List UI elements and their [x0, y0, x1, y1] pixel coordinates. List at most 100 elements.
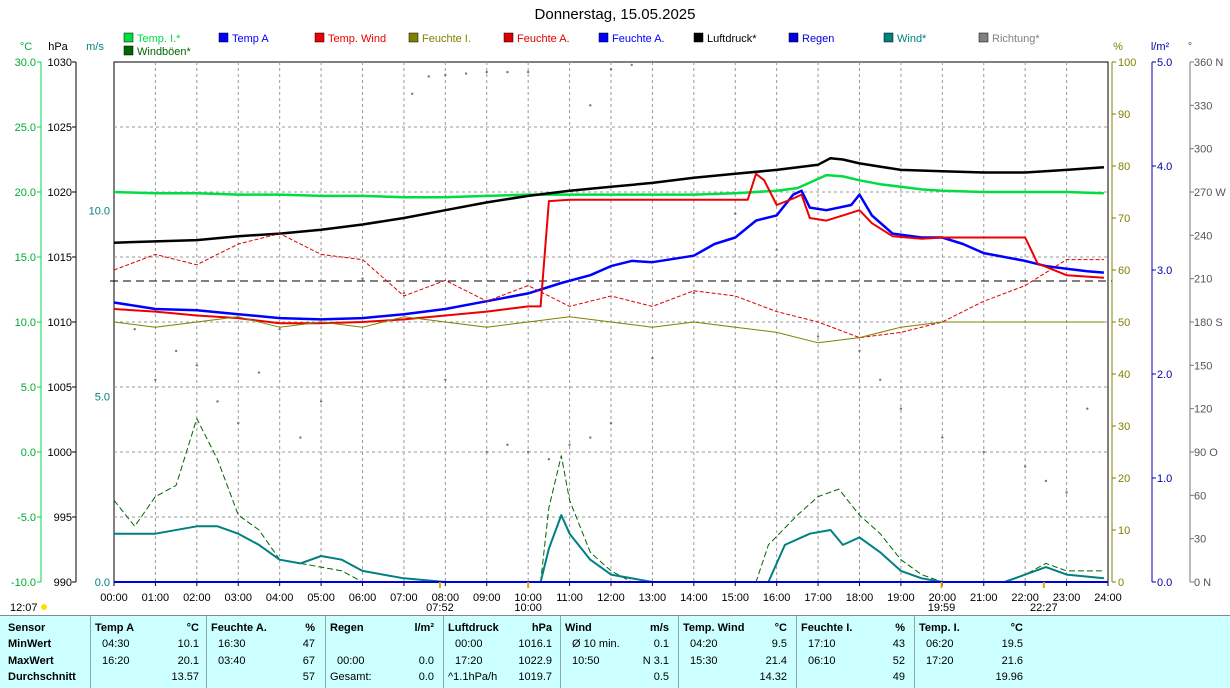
rain-unit: l/m² [1151, 41, 1170, 53]
summary-row-label: MinWert [8, 638, 52, 650]
summary-unit: % [305, 622, 315, 634]
x-tick-label: 08:00 [432, 592, 460, 604]
x-tick-label: 05:00 [307, 592, 335, 604]
humidity-tick-label: 30 [1118, 421, 1130, 433]
summary-min-time: Ø 10 min. [572, 638, 620, 650]
series-line-luftdruck- [113, 156, 1104, 244]
summary-column [90, 616, 91, 688]
direction-dot [411, 92, 414, 95]
direction-dot [858, 349, 861, 353]
humidity-tick-label: 0 [1118, 577, 1124, 589]
direction-dot [651, 60, 654, 64]
direction-dot [195, 364, 199, 367]
rain-tick-label: 5.0 [1157, 57, 1172, 69]
summary-sensor-name: Wind [565, 622, 592, 634]
direction-dot [568, 443, 571, 446]
direction-dot [609, 68, 613, 71]
direction-dot [257, 371, 261, 374]
direction-dot [1065, 491, 1068, 494]
summary-avg-value: 13.57 [171, 671, 199, 683]
direction-dot [630, 63, 633, 67]
summary-max-value: 21.6 [1001, 655, 1023, 667]
legend-swatch [883, 32, 894, 43]
direction-dot [402, 291, 406, 295]
legend-label: Feuchte I. [422, 33, 471, 45]
summary-min-time: 04:30 [102, 638, 130, 650]
summary-max-time: 16:20 [102, 655, 130, 667]
chart-title: Donnerstag, 15.05.2025 [534, 6, 696, 23]
x-tick-label: 21:00 [970, 592, 998, 604]
humidity-tick-label: 10 [1118, 525, 1130, 537]
summary-column [560, 616, 561, 688]
temp-tick-label: 20.0 [15, 187, 36, 199]
summary-min-time: 17:10 [808, 638, 836, 650]
series-line-feuchte-a- [113, 233, 1104, 339]
x-tick-label: 00:00 [100, 592, 128, 604]
summary-sensor-name: Temp. Wind [683, 622, 745, 634]
direction-tick-label: 150 [1194, 360, 1212, 372]
direction-dot [879, 378, 882, 381]
x-tick-label: 09:00 [473, 592, 501, 604]
direction-unit: ° [1188, 41, 1192, 53]
summary-column [206, 616, 207, 688]
direction-dot [589, 436, 592, 439]
legend-swatch [503, 32, 514, 43]
pressure-tick-label: 1005 [48, 382, 72, 394]
event-label: 10:00 [514, 602, 542, 614]
legend-label: Windböen* [137, 46, 192, 58]
direction-dot [734, 212, 737, 215]
summary-avg-value: 0.5 [653, 671, 669, 683]
legend-label: Temp. I.* [137, 33, 181, 45]
direction-tick-label: 270 W [1194, 187, 1226, 199]
temp-tick-label: 30.0 [15, 57, 36, 69]
direction-dot [816, 335, 820, 338]
direction-dot [237, 421, 240, 425]
x-tick-label: 07:00 [390, 592, 418, 604]
pressure-tick-label: 1025 [48, 122, 72, 134]
summary-max-value: N 3.1 [642, 655, 669, 667]
humidity-tick-label: 50 [1118, 317, 1130, 329]
x-tick-label: 18:00 [846, 592, 874, 604]
summary-unit: % [895, 622, 905, 634]
summary-row-label: Durchschnitt [8, 671, 76, 683]
series-line-temp-a [113, 189, 1104, 321]
summary-max-value: 67 [302, 655, 315, 667]
humidity-tick-label: 70 [1118, 213, 1130, 225]
summary-min-value: 19.5 [1001, 638, 1023, 650]
direction-dot [526, 450, 530, 454]
pressure-tick-label: 1010 [48, 317, 72, 329]
pressure-tick-label: 1000 [48, 447, 72, 459]
direction-tick-label: 120 [1194, 404, 1212, 416]
pressure-tick-label: 1030 [48, 57, 72, 69]
direction-dot [609, 421, 613, 425]
humidity-tick-label: 40 [1118, 369, 1130, 381]
summary-min-value: 10.1 [177, 638, 199, 650]
legend-label: Temp. Wind [328, 33, 386, 45]
wind-tick-label: 0.0 [95, 577, 110, 589]
direction-tick-label: 240 [1194, 230, 1212, 242]
summary-min-value: 9.5 [771, 638, 787, 650]
legend-label: Luftdruck* [707, 33, 757, 45]
x-tick-label: 03:00 [224, 592, 252, 604]
summary-max-time: 06:10 [808, 655, 836, 667]
summary-avg-value: 57 [302, 671, 315, 683]
x-tick-label: 06:00 [349, 592, 377, 604]
direction-tick-label: 360 N [1194, 57, 1223, 69]
direction-tick-label: 90 O [1194, 447, 1218, 459]
summary-avg-value: 0.0 [418, 671, 434, 683]
summary-column [678, 616, 679, 688]
direction-dot [361, 277, 364, 280]
direction-dot [775, 248, 778, 251]
wind-tick-label: 5.0 [95, 391, 110, 403]
summary-min-time: 06:20 [926, 638, 954, 650]
summary-avg-value: 19.96 [995, 671, 1023, 683]
summary-min-time: 00:00 [455, 638, 483, 650]
direction-dot [464, 72, 468, 75]
summary-max-value: 20.1 [177, 655, 199, 667]
summary-min-value: 43 [892, 638, 905, 650]
direction-dot [941, 436, 944, 439]
summary-max-value: 21.4 [765, 655, 787, 667]
humidity-tick-label: 60 [1118, 265, 1130, 277]
pressure-tick-label: 1015 [48, 252, 72, 264]
direction-dot [1086, 407, 1089, 410]
